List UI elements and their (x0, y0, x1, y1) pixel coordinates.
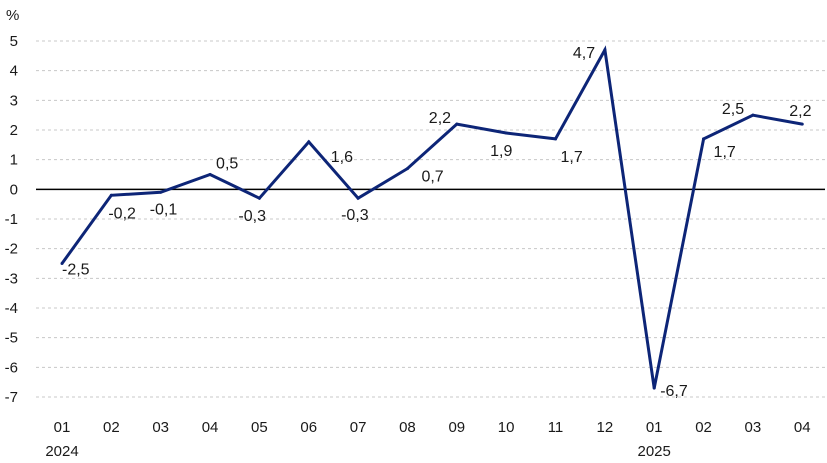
y-tick-label: 4 (10, 63, 18, 80)
data-label: 2,2 (789, 103, 811, 120)
data-point (455, 122, 459, 126)
y-axis-tick-labels: 5 4 3 2 1 0 -1 -2 -3 -4 -5 -6 -7 (5, 33, 18, 406)
data-label: 1,7 (714, 144, 736, 161)
y-tick-label: -5 (5, 330, 18, 347)
data-point (109, 193, 113, 197)
y-tick-label: -7 (5, 389, 18, 406)
x-tick-label: 02 (103, 419, 120, 436)
series-line (60, 45, 803, 389)
x-tick-label: 06 (300, 419, 317, 436)
y-axis-unit-label: % (6, 7, 19, 24)
data-point (504, 131, 508, 135)
x-tick-label: 12 (597, 419, 614, 436)
data-labels: -2,5 -0,2 -0,1 0,5 -0,3 1,6 -0,3 0,7 2,2 1,9 1,7 4,… (62, 45, 812, 400)
data-label: 0,7 (421, 169, 443, 186)
data-label: -0,1 (150, 201, 178, 218)
data-point (405, 167, 409, 171)
x-tick-label: 02 (695, 419, 712, 436)
x-tick-label: 03 (745, 419, 762, 436)
grid-lines (36, 40, 825, 398)
y-tick-label: 2 (10, 122, 18, 139)
x-tick-label: 01 (54, 419, 71, 436)
data-point (60, 262, 64, 265)
data-point (554, 137, 557, 141)
y-tick-label: 0 (10, 181, 18, 198)
data-point (652, 386, 656, 390)
data-point (603, 48, 607, 52)
x-tick-label: 05 (251, 419, 268, 436)
series-layer (60, 45, 804, 390)
y-tick-label: -2 (5, 241, 18, 258)
data-point (307, 140, 311, 144)
y-tick-label: 5 (10, 33, 18, 50)
data-label: -2,5 (62, 262, 90, 279)
x-tick-label: 01 (646, 419, 663, 436)
y-tick-label: -3 (5, 270, 18, 287)
data-point (159, 190, 163, 194)
data-point (800, 122, 804, 126)
data-point (702, 137, 706, 141)
x-axis-year-labels: 2024 2025 (45, 443, 671, 460)
data-label: 1,6 (331, 149, 353, 166)
x-axis-tick-labels: 01 02 03 04 05 06 07 08 09 10 11 12 01 02 03 04 (54, 419, 811, 436)
data-label: 0,5 (216, 156, 238, 173)
x-tick-label: 04 (794, 419, 811, 436)
data-point (208, 173, 212, 176)
data-label: -0,2 (108, 205, 136, 222)
x-tick-label: 11 (548, 419, 564, 436)
data-label: -0,3 (238, 208, 266, 225)
data-label: 1,9 (490, 143, 512, 160)
y-tick-label: -1 (5, 211, 18, 228)
y-tick-label: 3 (10, 92, 18, 109)
y-tick-label: -6 (5, 359, 18, 376)
data-label: 4,7 (573, 45, 595, 62)
data-label: -0,3 (341, 207, 369, 224)
x-axis-year-label: 2025 (638, 443, 671, 460)
data-point (356, 196, 360, 200)
x-tick-label: 03 (152, 419, 169, 436)
x-axis-year-label: 2024 (45, 443, 78, 460)
x-tick-label: 04 (202, 419, 219, 436)
x-tick-label: 09 (448, 419, 465, 436)
x-tick-label: 10 (498, 419, 515, 436)
data-label: 2,5 (722, 101, 744, 118)
x-tick-label: 08 (399, 419, 416, 436)
data-label: 2,2 (429, 110, 451, 127)
data-point (751, 113, 755, 117)
y-tick-label: 1 (10, 152, 18, 169)
y-tick-label: -4 (5, 300, 18, 317)
data-label: -6,7 (660, 383, 688, 400)
data-point (257, 196, 261, 200)
x-tick-label: 07 (350, 419, 367, 436)
data-label: 1,7 (561, 149, 583, 166)
